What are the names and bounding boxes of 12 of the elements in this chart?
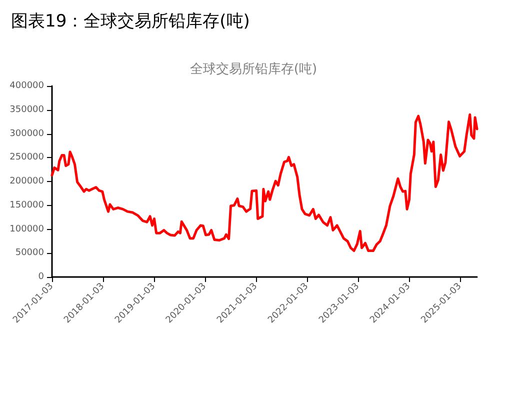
y-tick-label: 150000 (10, 200, 44, 210)
y-tick-label: 400000 (10, 81, 44, 91)
y-tick-label: 0 (38, 272, 44, 282)
y-tick-label: 300000 (10, 128, 44, 139)
y-tick-label: 100000 (10, 224, 44, 234)
chart-subtitle: 全球交易所铅库存(吨) (190, 61, 318, 77)
y-tick-label: 250000 (10, 152, 44, 163)
line-series (50, 113, 478, 252)
y-tick-label: 50000 (15, 248, 44, 258)
chart-title: 图表19：全球交易所铅库存(吨) (11, 12, 250, 32)
y-tick-label: 200000 (10, 176, 44, 186)
y-tick-label: 350000 (10, 104, 44, 115)
